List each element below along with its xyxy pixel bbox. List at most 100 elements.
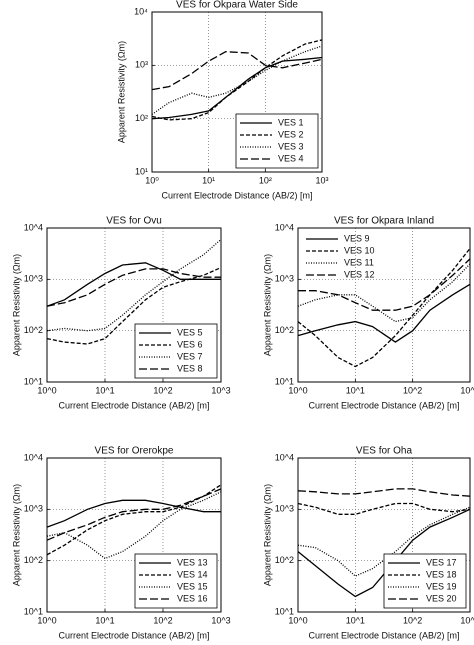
legend-label: VES 10 [344, 245, 375, 255]
subplot: VES for Oha Current Electrode Distance (A… [262, 446, 474, 641]
x-tick-label: 10^3 [211, 385, 230, 395]
legend-label: VES 9 [344, 233, 370, 243]
curve [46, 266, 222, 345]
curve [46, 262, 221, 307]
chart-title: VES for Ovu [106, 216, 162, 227]
y-tick-label: 10^4 [24, 452, 43, 462]
chart-title: VES for Orerokpe [95, 446, 174, 457]
legend-label: VES 6 [177, 339, 203, 349]
x-axis-label: Current Electrode Distance (AB/2) [m] [58, 400, 209, 410]
y-tick-label: 10^3 [275, 274, 294, 284]
plot-frame [151, 11, 323, 173]
y-tick-label: 10^3 [24, 504, 43, 514]
y-tick-label: 10^1 [275, 376, 294, 386]
curve [297, 502, 471, 515]
legend-label: VES 2 [278, 129, 304, 139]
chart-title: VES for Okpara Water Side [176, 0, 298, 11]
x-tick-label: 10^2 [153, 615, 172, 625]
x-axis-label: Current Electrode Distance (AB/2) [m] [308, 630, 459, 640]
plot-frame [297, 457, 471, 613]
y-axis-label: Apparent Resistivity (Ωm) [11, 484, 21, 586]
y-axis-label: Apparent Resistivity (Ωm) [262, 484, 272, 586]
x-tick-label: 10^3 [211, 615, 230, 625]
legend: VES 1 VES 2 VES 3 VES 4 [235, 113, 319, 169]
y-tick-label: 10^2 [24, 325, 43, 335]
y-axis-label: Apparent Resistivity (Ωm) [116, 41, 126, 143]
legend: VES 9 VES 10 VES 11 VES 12 [306, 233, 375, 279]
subplot: VES for Okpara Inland Current Electrode D… [262, 216, 474, 411]
curve [298, 258, 471, 311]
x-tick-label: 10^2 [403, 385, 422, 395]
legend-label: VES 14 [177, 569, 208, 579]
curve [46, 499, 221, 528]
legend-label: VES 8 [177, 363, 203, 373]
y-axis-label: Apparent Resistivity (Ωm) [262, 254, 272, 356]
curve [151, 56, 323, 120]
curve [297, 488, 471, 497]
x-tick-label: 10^1 [346, 385, 365, 395]
legend-label: VES 11 [344, 257, 374, 267]
x-tick-label: 10⁰ [145, 175, 159, 185]
y-tick-label: 10^1 [24, 606, 43, 616]
curve [151, 45, 323, 115]
y-tick-label: 10¹ [135, 166, 148, 176]
y-axis-label: Apparent Resistivity (Ωm) [11, 254, 21, 356]
chart-title: VES for Okpara Inland [334, 216, 434, 227]
x-tick-label: 10^3 [460, 615, 474, 625]
x-tick-label: 10¹ [202, 175, 215, 185]
curve [297, 263, 471, 323]
y-tick-label: 10² [135, 113, 148, 123]
y-tick-label: 10³ [135, 60, 148, 70]
curve [46, 488, 222, 541]
subplot: VES for Orerokpe Current Electrode Distan… [11, 446, 230, 641]
x-tick-label: 10^2 [403, 615, 422, 625]
y-tick-label: 10^2 [275, 325, 294, 335]
y-tick-label: 10^2 [24, 555, 43, 565]
subplot: VES for Okpara Water Side Current Electro… [116, 0, 328, 200]
y-tick-label: 10^2 [275, 555, 294, 565]
x-axis-label: Current Electrode Distance (AB/2) [m] [58, 630, 209, 640]
curve [46, 268, 221, 307]
plot-frame [297, 227, 471, 383]
x-tick-label: 10^3 [460, 385, 474, 395]
legend-box [235, 113, 319, 169]
chart-title: VES for Oha [356, 446, 413, 457]
curve [297, 506, 471, 577]
x-tick-label: 10^0 [288, 615, 307, 625]
y-tick-label: 10^4 [275, 222, 294, 232]
curve [151, 51, 323, 91]
legend-label: VES 18 [426, 569, 457, 579]
y-tick-label: 10⁴ [134, 6, 148, 16]
x-tick-label: 10^0 [37, 615, 56, 625]
plot-frame [46, 227, 222, 383]
y-tick-label: 10^1 [275, 606, 294, 616]
curve [151, 39, 323, 121]
y-tick-label: 10^3 [275, 504, 294, 514]
subplot: VES for Ovu Current Electrode Distance (A… [11, 216, 230, 411]
curve [46, 491, 222, 560]
plot-frame [46, 457, 222, 613]
x-tick-label: 10^1 [95, 385, 114, 395]
y-tick-label: 10^4 [24, 222, 43, 232]
x-axis-label: Current Electrode Distance (AB/2) [m] [308, 400, 459, 410]
legend: VES 13 VES 14 VES 15 VES 16 [134, 553, 218, 609]
legend-box [134, 323, 218, 379]
legend-label: VES 5 [177, 327, 203, 337]
curve [46, 238, 222, 332]
curve [46, 484, 222, 556]
legend-label: VES 13 [177, 557, 208, 567]
legend: VES 17 VES 18 VES 19 VES 20 [383, 553, 467, 609]
y-tick-label: 10^4 [275, 452, 294, 462]
x-tick-label: 10^1 [95, 615, 114, 625]
x-axis-label: Current Electrode Distance (AB/2) [m] [161, 190, 312, 200]
legend-label: VES 4 [278, 153, 304, 163]
curve [297, 247, 471, 368]
x-tick-label: 10^1 [346, 615, 365, 625]
x-tick-label: 10² [259, 175, 272, 185]
x-tick-label: 10³ [315, 175, 328, 185]
legend-label: VES 20 [426, 593, 457, 603]
y-tick-label: 10^3 [24, 274, 43, 284]
y-tick-label: 10^1 [24, 376, 43, 386]
legend-label: VES 7 [177, 351, 203, 361]
